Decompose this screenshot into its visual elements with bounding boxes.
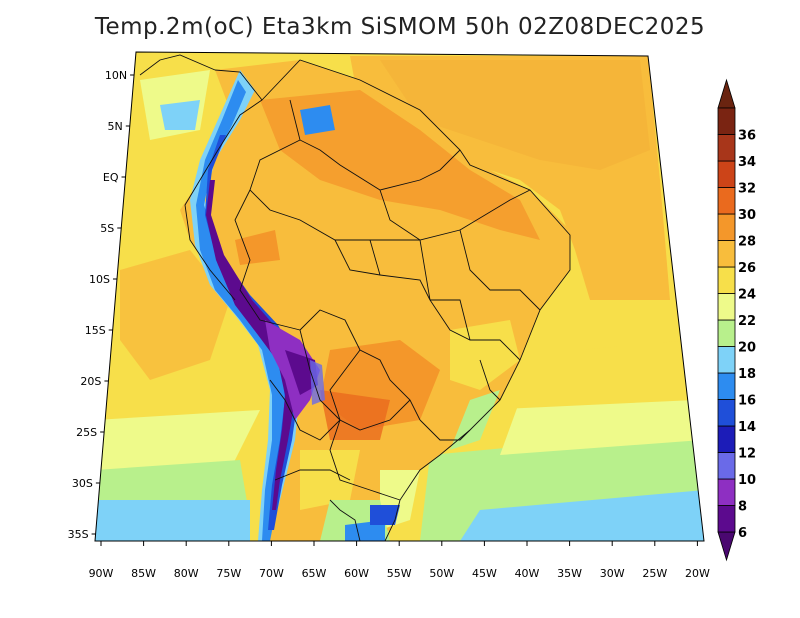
lat-label: 30S: [72, 477, 93, 490]
colorbar-label: 26: [738, 261, 756, 276]
colorbar-label: 28: [738, 235, 756, 250]
colorbar-swatch: [717, 187, 736, 215]
colorbar: 6 8 10 12 14 16 18 20 22 24 26 28 30 32 34 36: [717, 78, 756, 562]
lat-label: EQ: [103, 171, 119, 184]
latitude-axis: 10N 5N EQ 5S 10S 15S 20S 25S 30S 35S: [68, 69, 135, 541]
colorbar-swatch: [717, 266, 736, 294]
lon-label: 20W: [685, 567, 710, 580]
lon-label: 35W: [557, 567, 582, 580]
lat-label: 10S: [89, 273, 110, 286]
lat-label: 25S: [76, 426, 97, 439]
lon-label: 85W: [131, 567, 156, 580]
colorbar-swatch: [717, 478, 736, 506]
colorbar-swatch: [717, 213, 736, 241]
colorbar-swatch: [717, 346, 736, 374]
colorbar-high-arrow: [717, 78, 736, 109]
colorbar-swatch: [717, 293, 736, 321]
lat-label: 20S: [80, 375, 101, 388]
longitude-axis: 90W 85W 80W 75W 70W 65W 60W 55W 50W 45W 40W 35W 30W 2…: [89, 541, 710, 580]
colorbar-label: 14: [738, 420, 756, 435]
colorbar-label: 36: [738, 129, 756, 144]
colorbar-label: 10: [738, 473, 756, 488]
colorbar-label: 30: [738, 208, 756, 223]
lat-label: 15S: [85, 324, 106, 337]
colorbar-swatch: [717, 425, 736, 453]
colorbar-label: 12: [738, 447, 756, 462]
colorbar-label: 20: [738, 341, 756, 356]
colorbar-low-arrow: [717, 531, 736, 562]
colorbar-label: 24: [738, 288, 756, 303]
colorbar-swatch: [717, 160, 736, 188]
map-title: Temp.2m(oC) Eta3km SiSMOM 50h 02Z08DEC20…: [94, 14, 706, 40]
colorbar-swatch: [717, 319, 736, 347]
colorbar-swatch: [717, 505, 736, 533]
lon-label: 40W: [515, 567, 540, 580]
lon-label: 75W: [216, 567, 241, 580]
lon-label: 60W: [344, 567, 369, 580]
colorbar-label: 6: [738, 526, 747, 541]
colorbar-swatch: [717, 372, 736, 400]
lon-label: 30W: [600, 567, 625, 580]
colorbar-label: 34: [738, 155, 756, 170]
colorbar-label: 22: [738, 314, 756, 329]
lon-label: 65W: [302, 567, 327, 580]
temperature-field: [95, 52, 704, 541]
lat-label: 5S: [100, 222, 114, 235]
colorbar-label: 18: [738, 367, 756, 382]
lat-label: 5N: [108, 120, 123, 133]
lon-label: 80W: [174, 567, 199, 580]
lon-label: 90W: [89, 567, 114, 580]
lon-label: 70W: [259, 567, 284, 580]
colorbar-swatch: [717, 452, 736, 480]
map-frame: [94, 51, 705, 542]
boundaries: [139, 54, 571, 541]
lon-label: 45W: [472, 567, 497, 580]
lat-label: 35S: [68, 528, 89, 541]
lat-label: 10N: [105, 69, 127, 82]
colorbar-label: 16: [738, 394, 756, 409]
colorbar-swatch: [717, 399, 736, 427]
colorbar-label: 8: [738, 500, 747, 515]
lon-label: 25W: [642, 567, 667, 580]
lon-label: 55W: [387, 567, 412, 580]
colorbar-label: 32: [738, 182, 756, 197]
lon-label: 50W: [429, 567, 454, 580]
colorbar-swatch: [717, 107, 736, 135]
colorbar-swatch: [717, 134, 736, 162]
colorbar-swatch: [717, 240, 736, 268]
